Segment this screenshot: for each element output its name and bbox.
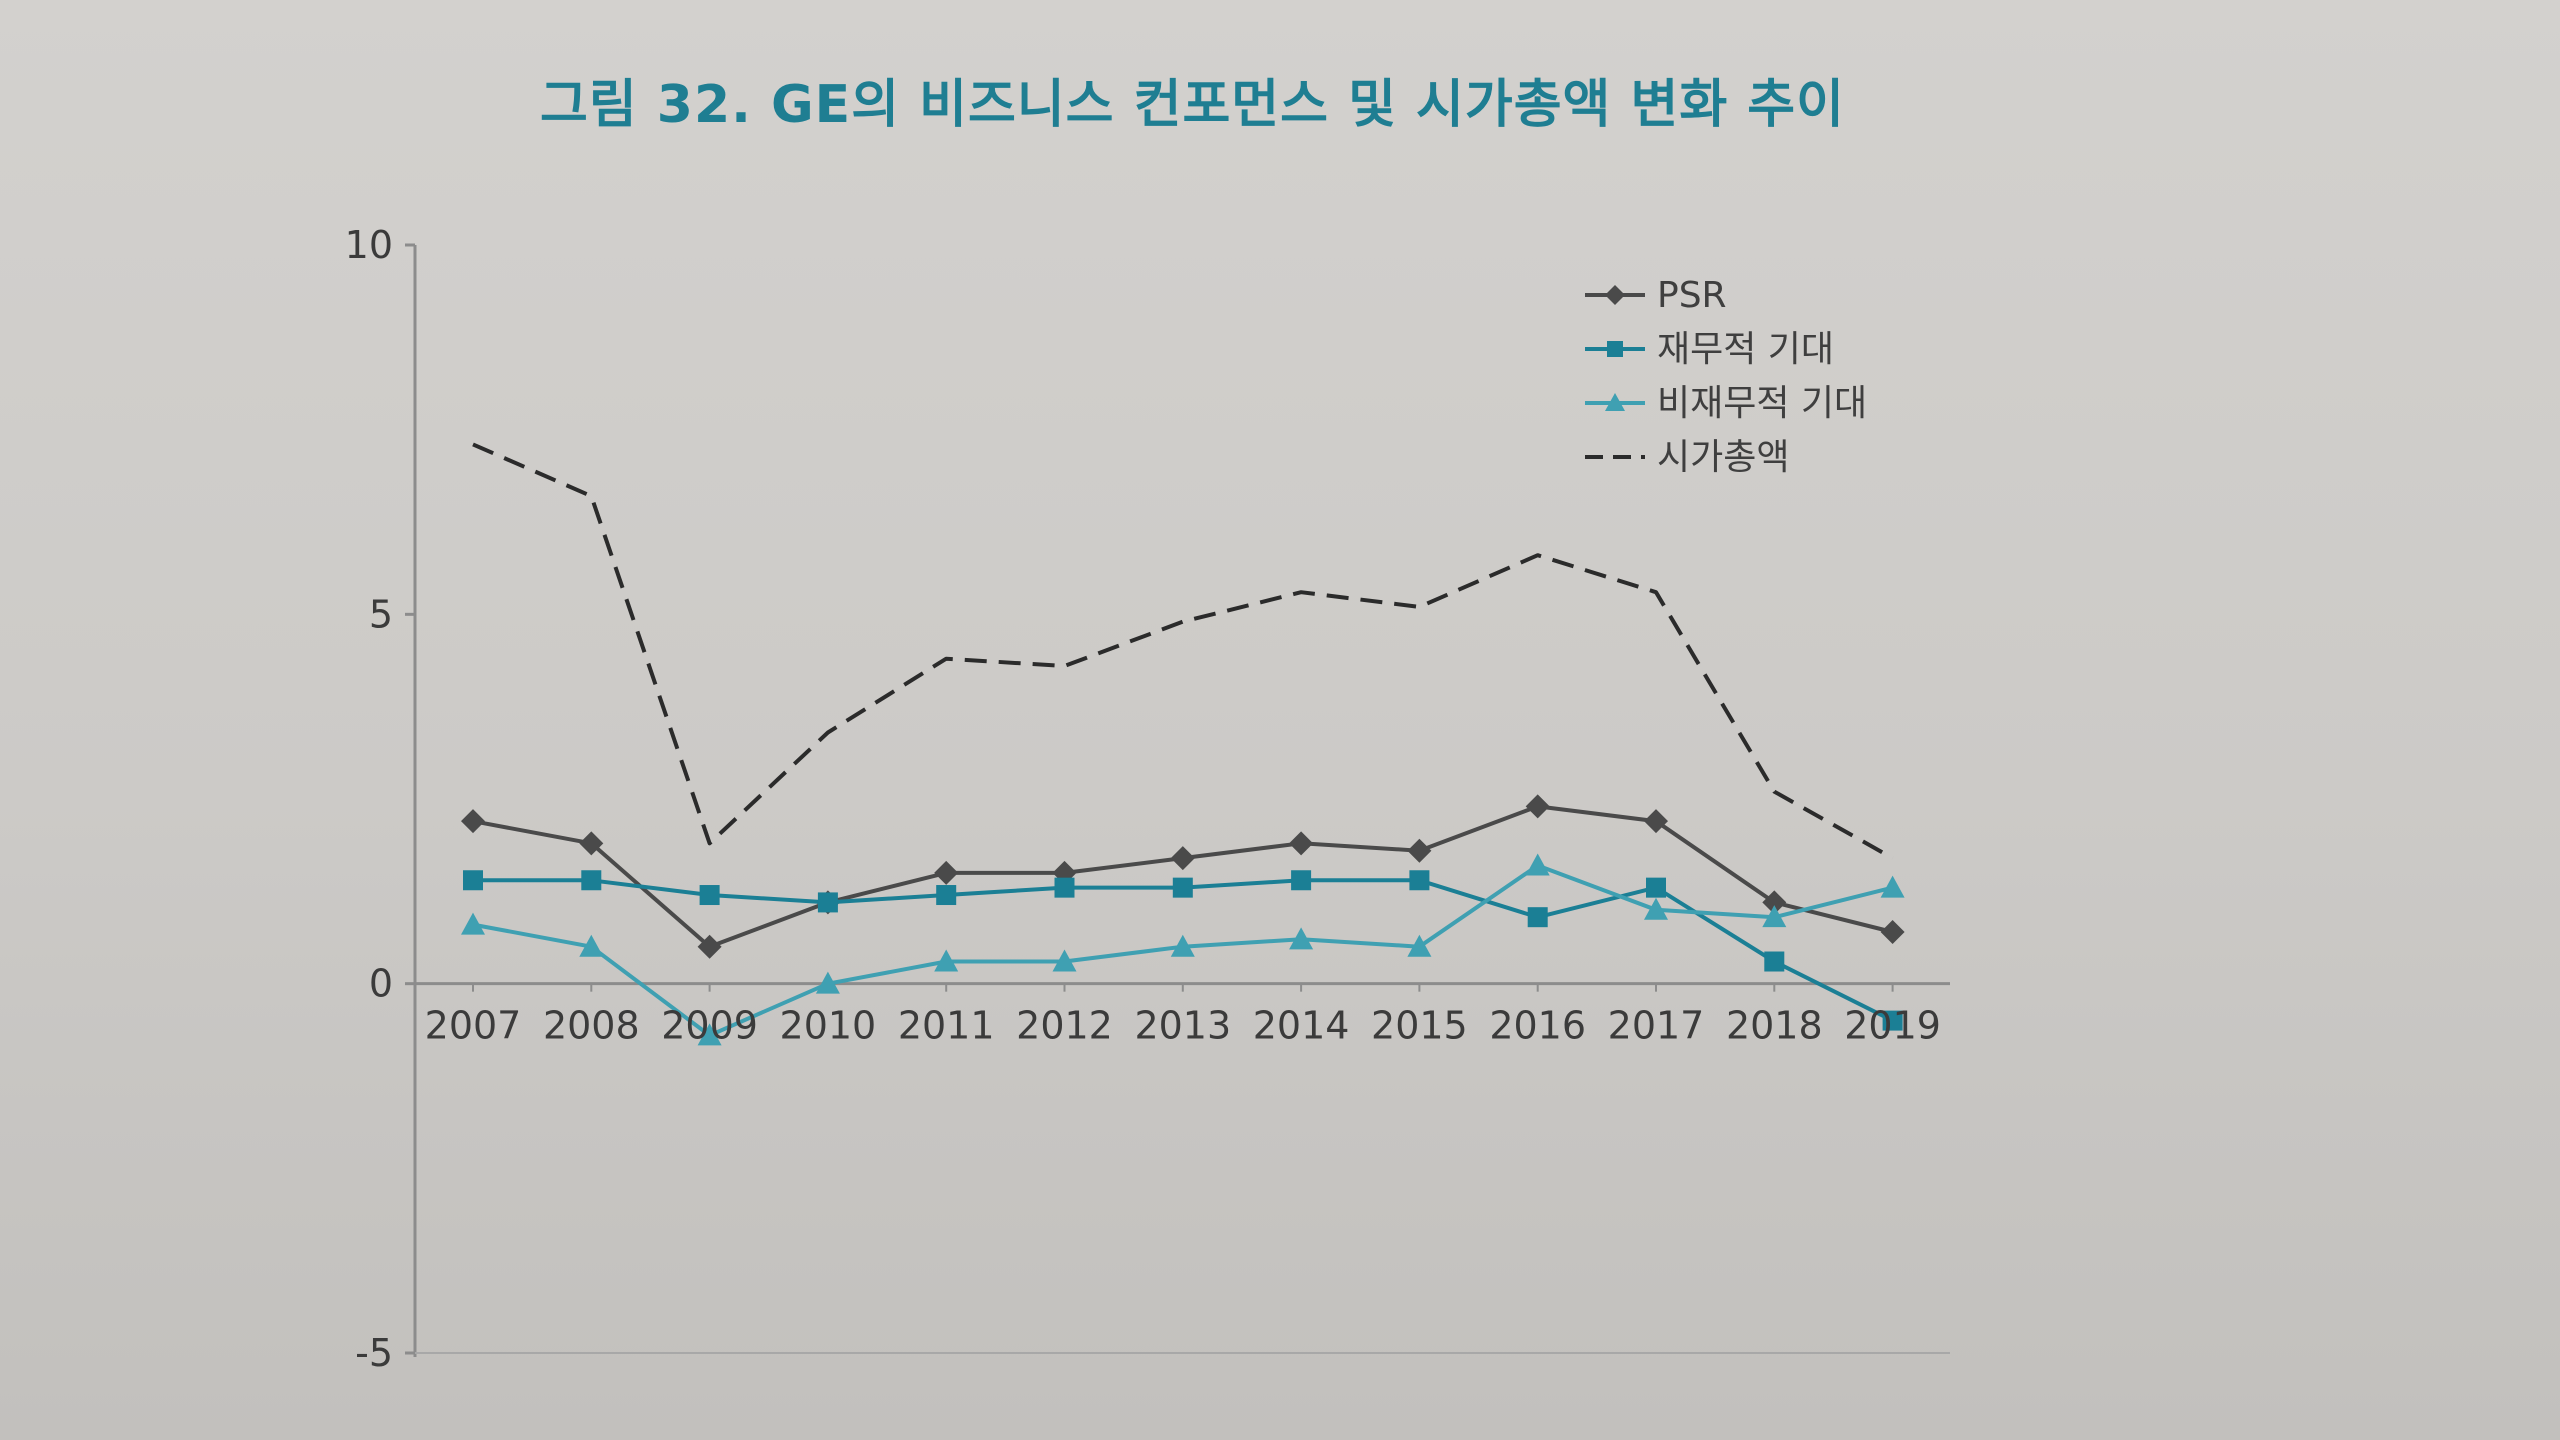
y-tick-label: 5 <box>369 592 393 636</box>
x-tick-label: 2011 <box>898 1004 995 1048</box>
series-3 <box>461 853 1905 1046</box>
data-point <box>1605 393 1625 411</box>
x-tick-label: 2019 <box>1844 1004 1941 1048</box>
x-tick-label: 2013 <box>1134 1004 1231 1048</box>
x-tick-label: 2008 <box>543 1004 640 1048</box>
data-point <box>934 949 959 972</box>
data-point <box>1607 341 1623 357</box>
legend-item: PSR <box>1585 275 1727 316</box>
x-tick-label: 2010 <box>780 1004 877 1048</box>
series-lines <box>461 442 1905 1046</box>
data-point <box>936 885 957 906</box>
data-point <box>934 860 959 885</box>
data-point <box>1052 949 1077 972</box>
x-tick-label: 2009 <box>661 1004 758 1048</box>
legend-label: 재무적 기대 <box>1657 329 1834 370</box>
data-point <box>1644 897 1668 920</box>
data-point <box>461 809 485 834</box>
y-tick-label: 10 <box>345 223 393 267</box>
data-point <box>1054 877 1075 898</box>
data-point <box>697 934 722 959</box>
data-point <box>1880 919 1905 944</box>
legend-item: 시가총액 <box>1585 437 1789 478</box>
data-point <box>1170 934 1195 957</box>
data-point <box>697 1023 722 1046</box>
data-point <box>1644 809 1668 834</box>
series-4 <box>472 442 1894 860</box>
series-line <box>472 804 1894 949</box>
data-point <box>1170 846 1195 871</box>
legend-item: 비재무적 기대 <box>1585 383 1867 424</box>
data-point <box>463 870 483 891</box>
chart-title: 그림 32. GE의 비즈니스 컨포먼스 및 시가총액 변화 추이 <box>540 75 1845 135</box>
data-point <box>1880 875 1905 898</box>
data-point <box>1882 1010 1903 1031</box>
data-point <box>1527 907 1548 928</box>
y-tick-label: -5 <box>355 1331 393 1375</box>
y-tick-label: 0 <box>369 962 393 1006</box>
data-point <box>1407 838 1432 863</box>
data-point <box>1291 870 1312 891</box>
data-point <box>1762 890 1787 915</box>
x-tick-label: 2018 <box>1726 1004 1823 1048</box>
x-tick-labels: 2007 2008 2009 2010 2011 2012 2013 2014 2015 2016… <box>425 1004 1941 1048</box>
data-point <box>1762 905 1787 928</box>
x-tick-label: 2016 <box>1489 1004 1586 1048</box>
data-point <box>1646 877 1666 898</box>
x-tick-label: 2007 <box>425 1004 522 1048</box>
data-point <box>1289 831 1314 856</box>
x-tick-label: 2014 <box>1253 1004 1350 1048</box>
data-point <box>579 831 604 856</box>
data-point <box>1525 853 1550 876</box>
x-tick-label: 2017 <box>1608 1004 1705 1048</box>
x-tick-label: 2015 <box>1371 1004 1468 1048</box>
data-point <box>815 971 840 994</box>
data-point <box>817 892 838 913</box>
data-point <box>1764 951 1785 972</box>
series-2 <box>463 870 1903 1031</box>
legend-label: 시가총액 <box>1657 437 1789 478</box>
data-point <box>1289 927 1314 950</box>
data-point <box>1605 285 1625 305</box>
legend-item: 재무적 기대 <box>1585 329 1834 370</box>
data-point <box>1525 794 1550 819</box>
series-1 <box>461 794 1905 959</box>
data-point <box>699 885 720 906</box>
series-line <box>472 442 1894 860</box>
data-point <box>1407 934 1432 957</box>
legend-label: PSR <box>1657 275 1727 316</box>
data-point <box>461 912 485 935</box>
data-point <box>1409 870 1430 891</box>
data-point <box>581 870 602 891</box>
legend-label: 비재무적 기대 <box>1657 383 1867 424</box>
data-point <box>579 934 604 957</box>
data-point <box>1172 877 1193 898</box>
axes: 10 5 0 -5 <box>345 223 1950 1375</box>
x-tick-label: 2012 <box>1016 1004 1113 1048</box>
